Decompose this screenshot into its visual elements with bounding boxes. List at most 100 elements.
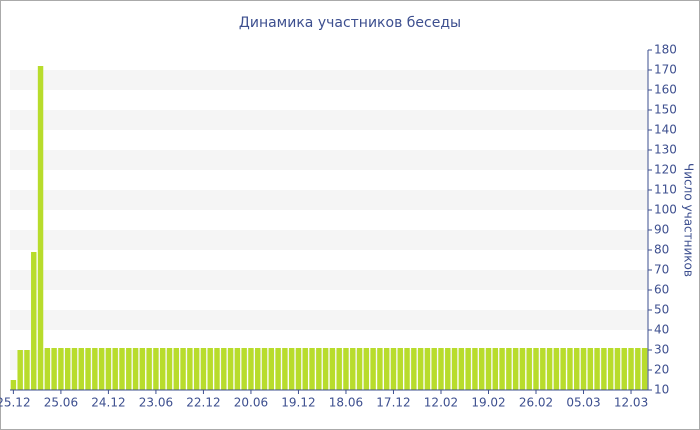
bar bbox=[153, 348, 159, 390]
bar bbox=[329, 348, 336, 390]
bar bbox=[438, 348, 444, 390]
grid-band bbox=[10, 110, 648, 130]
y-tick-label: 180 bbox=[654, 43, 677, 57]
bar bbox=[574, 348, 580, 390]
bar bbox=[255, 348, 261, 390]
bar bbox=[132, 348, 139, 390]
bar bbox=[567, 348, 573, 390]
x-tick-label: 25.06 bbox=[44, 396, 78, 410]
bar bbox=[44, 348, 51, 390]
bar bbox=[31, 252, 37, 390]
bar bbox=[282, 348, 288, 390]
bar bbox=[465, 348, 471, 390]
bar bbox=[92, 348, 98, 390]
y-tick-label: 40 bbox=[654, 323, 669, 337]
bar bbox=[431, 348, 437, 390]
bar bbox=[119, 348, 125, 390]
x-tick-label: 19.02 bbox=[471, 396, 505, 410]
x-tick-label: 05.03 bbox=[566, 396, 600, 410]
x-tick-label: 19.12 bbox=[281, 396, 315, 410]
bar bbox=[397, 348, 403, 390]
y-tick-label: 100 bbox=[654, 203, 677, 217]
bar bbox=[85, 348, 91, 390]
bar bbox=[424, 348, 431, 390]
bar bbox=[445, 348, 451, 390]
bar bbox=[302, 348, 308, 390]
y-tick-label: 110 bbox=[654, 183, 677, 197]
bar bbox=[316, 348, 322, 390]
bar bbox=[78, 348, 84, 390]
y-tick-label: 10 bbox=[654, 383, 669, 397]
bar bbox=[472, 348, 478, 390]
bar bbox=[248, 348, 254, 390]
bar bbox=[370, 348, 376, 390]
bar bbox=[275, 348, 281, 390]
bar bbox=[17, 350, 23, 390]
bar bbox=[295, 348, 302, 390]
chart-title: Динамика участников беседы bbox=[239, 15, 461, 31]
bar bbox=[343, 348, 349, 390]
y-tick-label: 90 bbox=[654, 223, 669, 237]
grid-band bbox=[10, 70, 648, 90]
bar bbox=[261, 348, 268, 390]
bar bbox=[560, 348, 566, 390]
bar bbox=[519, 348, 526, 390]
bar bbox=[200, 348, 207, 390]
bar bbox=[221, 348, 227, 390]
bar bbox=[451, 348, 458, 390]
bar bbox=[24, 350, 30, 390]
x-tick-label: 20.06 bbox=[234, 396, 268, 410]
bar bbox=[64, 348, 71, 390]
y-tick-label: 20 bbox=[654, 363, 669, 377]
bar bbox=[390, 348, 397, 390]
bar bbox=[546, 348, 553, 390]
bar bbox=[166, 348, 173, 390]
y-tick-label: 160 bbox=[654, 83, 677, 97]
y-tick-label: 80 bbox=[654, 243, 669, 257]
bar bbox=[139, 348, 146, 390]
bar bbox=[37, 66, 44, 390]
bar bbox=[411, 348, 417, 390]
bar bbox=[58, 348, 64, 390]
bar bbox=[288, 348, 295, 390]
bar bbox=[478, 348, 485, 390]
bar bbox=[105, 348, 112, 390]
y-tick-label: 120 bbox=[654, 163, 677, 177]
bar bbox=[126, 348, 132, 390]
bar bbox=[417, 348, 424, 390]
x-tick-label: 23.06 bbox=[139, 396, 173, 410]
bar bbox=[159, 348, 166, 390]
x-tick-label: 12.03 bbox=[614, 396, 648, 410]
bar bbox=[540, 348, 546, 390]
bar bbox=[553, 348, 560, 390]
bar bbox=[309, 348, 315, 390]
bar bbox=[492, 348, 499, 390]
bar bbox=[214, 348, 220, 390]
bar bbox=[234, 348, 241, 390]
y-tick-label: 30 bbox=[654, 343, 669, 357]
bar bbox=[458, 348, 465, 390]
x-tick-label: 25.12 bbox=[0, 396, 31, 410]
bar bbox=[322, 348, 329, 390]
bar bbox=[628, 348, 634, 390]
y-tick-label: 150 bbox=[654, 103, 677, 117]
grid-band bbox=[10, 190, 648, 210]
bar bbox=[383, 348, 390, 390]
y-tick-label: 70 bbox=[654, 263, 669, 277]
bar bbox=[241, 348, 247, 390]
bar bbox=[533, 348, 539, 390]
grid-band bbox=[10, 270, 648, 290]
bar bbox=[112, 348, 118, 390]
bar bbox=[193, 348, 200, 390]
y-tick-label: 50 bbox=[654, 303, 669, 317]
bar bbox=[10, 380, 17, 390]
bar bbox=[377, 348, 383, 390]
bar bbox=[207, 348, 213, 390]
bar bbox=[350, 348, 356, 390]
bar bbox=[580, 348, 587, 390]
x-tick-label: 22.12 bbox=[186, 396, 220, 410]
bar bbox=[51, 348, 57, 390]
bar bbox=[594, 348, 600, 390]
bar bbox=[601, 348, 607, 390]
